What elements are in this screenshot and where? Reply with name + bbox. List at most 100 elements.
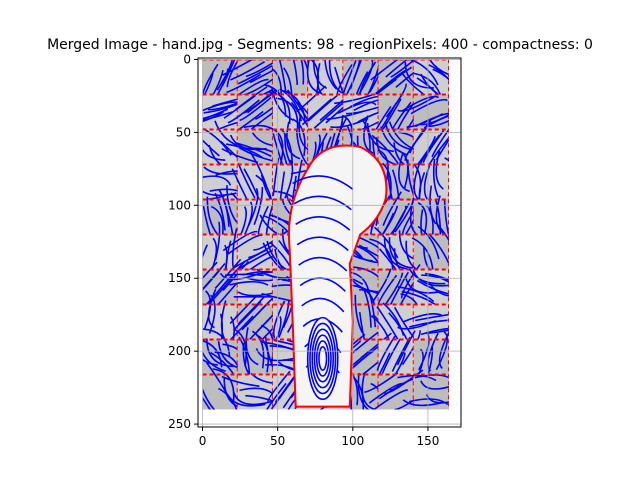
segment-boundary: [413, 373, 449, 410]
streamline: [429, 234, 449, 266]
streamline: [226, 185, 238, 223]
streamline: [443, 198, 449, 237]
streamline: [398, 153, 410, 193]
segmented-image: [202, 59, 449, 410]
streamline: [404, 276, 442, 294]
streamline-loop: [315, 340, 330, 377]
streamline: [380, 98, 402, 133]
streamline: [214, 221, 221, 261]
streamline: [221, 375, 260, 387]
streamline: [388, 369, 424, 391]
streamline: [237, 295, 266, 325]
segment-cell: [413, 374, 449, 410]
streamline: [432, 158, 440, 198]
streamline: [202, 396, 211, 410]
streamline: [420, 327, 449, 336]
segment-boundary: [202, 268, 239, 305]
streamline: [349, 59, 363, 90]
streamline: [300, 59, 305, 85]
streamline: [227, 394, 266, 407]
segment-boundary: [237, 198, 274, 235]
segment-boundary: [237, 163, 274, 200]
segment-boundary: [413, 163, 449, 200]
streamline: [230, 61, 266, 81]
streamline: [381, 338, 401, 374]
streamline: [202, 262, 226, 291]
streamline: [245, 327, 259, 366]
streamline: [202, 139, 220, 157]
streamline: [202, 261, 218, 280]
streamline: [438, 330, 449, 369]
streamline: [202, 63, 219, 100]
streamline: [296, 236, 349, 252]
streamline: [328, 59, 343, 94]
streamline: [380, 66, 412, 92]
streamline: [239, 96, 272, 122]
streamline: [435, 331, 449, 370]
streamline: [396, 330, 416, 366]
streamline: [435, 195, 446, 235]
streamline: [371, 134, 399, 165]
streamline: [301, 297, 345, 313]
streamline: [429, 185, 437, 225]
segment-boundary: [237, 233, 274, 270]
chart-title: Merged Image - hand.jpg - Segments: 98 -…: [47, 37, 593, 53]
streamline: [245, 297, 274, 327]
segment-boundary: [202, 128, 239, 165]
streamline: [383, 272, 404, 307]
streamline: [334, 94, 373, 105]
streamline: [423, 115, 449, 129]
streamline: [330, 117, 369, 129]
streamline: [202, 175, 232, 186]
streamline-loop: [309, 322, 337, 395]
streamline: [226, 143, 263, 159]
segment-boundary: [202, 198, 239, 235]
streamline: [206, 196, 218, 235]
streamline: [427, 332, 439, 372]
streamline: [301, 98, 332, 126]
streamline: [278, 59, 287, 91]
segment-boundary: [202, 303, 239, 340]
streamline: [247, 187, 259, 227]
segment-boundary: [378, 128, 415, 165]
streamline: [428, 59, 449, 76]
streamline: [207, 288, 217, 329]
streamline: [229, 295, 258, 324]
streamline: [388, 121, 417, 151]
segment-boundary: [237, 373, 274, 410]
streamline: [205, 338, 234, 368]
streamline: [426, 329, 449, 335]
streamline: [202, 108, 229, 120]
streamline: [214, 258, 242, 289]
segment-boundary: [413, 303, 449, 340]
streamline-loop: [311, 328, 335, 389]
streamline: [251, 330, 265, 369]
streamline: [218, 261, 246, 292]
streamline: [216, 59, 234, 91]
streamline: [444, 157, 449, 197]
streamline: [226, 59, 240, 88]
streamline: [293, 195, 352, 211]
streamline: [202, 148, 226, 162]
segment-boundary: [378, 268, 415, 305]
segment-boundary: [413, 338, 449, 375]
streamline: [249, 151, 268, 187]
streamline: [415, 112, 449, 128]
streamline: [376, 306, 399, 340]
x-axis: 0 50 100 150: [199, 427, 439, 448]
streamline: [214, 192, 226, 231]
streamline: [234, 328, 248, 367]
streamline: [367, 289, 377, 328]
streamline: [354, 294, 363, 333]
streamline: [382, 191, 402, 226]
streamline: [404, 127, 427, 162]
streamline: [296, 85, 327, 113]
streamline: [393, 306, 416, 341]
streamline: [231, 228, 238, 267]
streamline: [364, 372, 399, 393]
streamline: [361, 371, 375, 410]
segment-boundary: [378, 93, 415, 130]
streamline: [226, 73, 262, 94]
segment-boundary: [413, 198, 449, 235]
